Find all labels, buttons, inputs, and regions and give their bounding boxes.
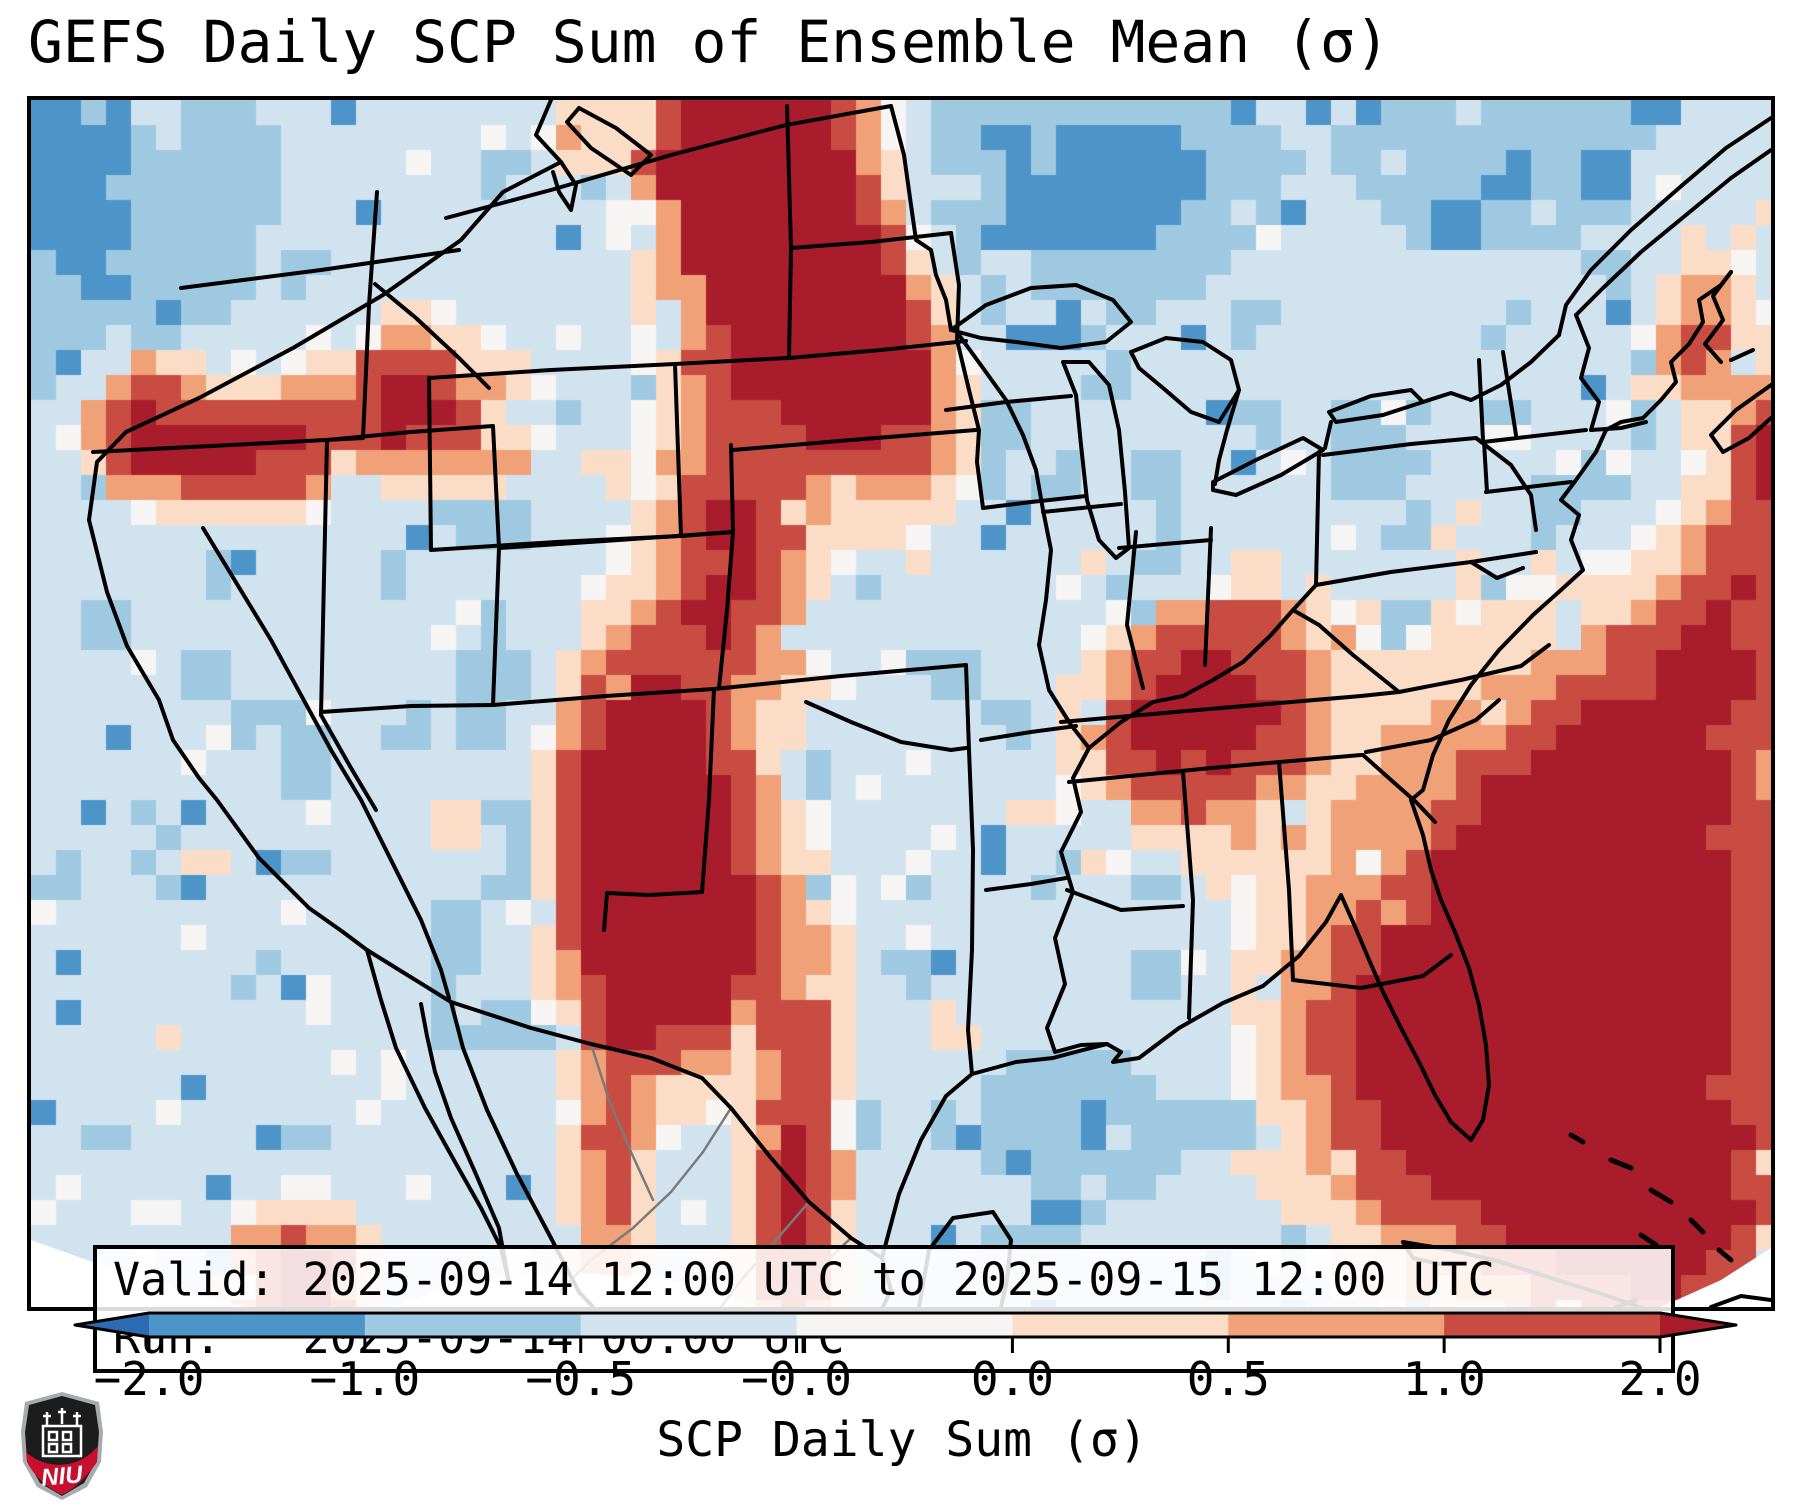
colorbar-tick-label: 1.0 [1402, 1352, 1486, 1406]
colorbar [73, 1311, 1738, 1353]
colorbar-tick-label: −0.0 [741, 1352, 852, 1406]
colorbar-tick-label: 0.0 [970, 1352, 1054, 1406]
conus-map: Valid: 2025-09-14 12:00 UTC to 2025-09-1… [27, 96, 1775, 1373]
colorbar-tick-label: −0.5 [525, 1352, 637, 1406]
colorbar-tick-label: 0.5 [1186, 1352, 1270, 1406]
niu-castle-icon [41, 1408, 83, 1458]
figure-title: GEFS Daily SCP Sum of Ensemble Mean (σ) [28, 8, 1390, 76]
colorbar-tick-label: −2.0 [93, 1352, 205, 1406]
valid-line: Valid: 2025-09-14 12:00 UTC to 2025-09-1… [113, 1253, 1495, 1306]
colorbar-axis-label: SCP Daily Sum (σ) [656, 1412, 1148, 1468]
niu-logo-text: NIU [40, 1461, 84, 1492]
niu-logo: NIU [21, 1392, 103, 1500]
niu-shield-red-band [26, 1446, 98, 1495]
state-borders-overlay [31, 100, 1771, 1307]
colorbar-tick-label: −1.0 [309, 1352, 421, 1406]
colorbar-tick-label: 2.0 [1618, 1352, 1702, 1406]
